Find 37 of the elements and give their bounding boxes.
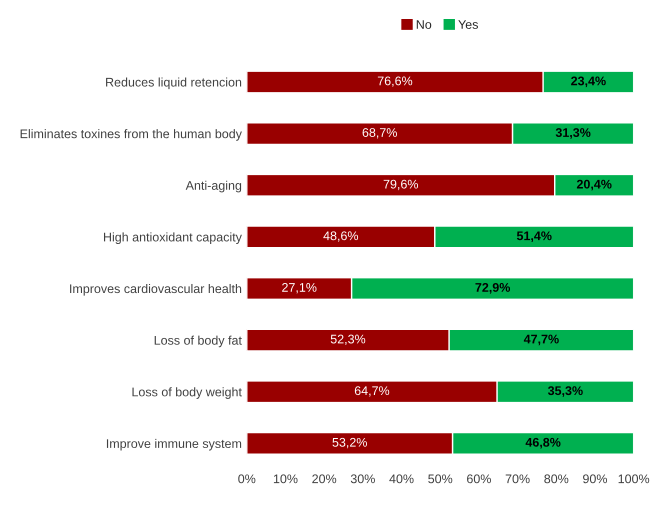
x-tick-label: 70% xyxy=(506,474,530,484)
legend-label: Yes xyxy=(458,20,478,29)
data-label: 72,9% xyxy=(475,283,510,294)
x-tick-label: 30% xyxy=(350,474,375,484)
y-tick-label: Anti-aging xyxy=(186,180,242,192)
data-label: 31,3% xyxy=(556,128,590,139)
x-tick-label: 40% xyxy=(389,474,414,484)
data-label: 20,4% xyxy=(576,180,612,190)
x-tick-label: 100% xyxy=(618,474,650,484)
data-label: 76,6% xyxy=(378,76,412,87)
data-label: 52,3% xyxy=(330,334,366,345)
x-tick-label: 90% xyxy=(583,474,608,484)
legend-label: No xyxy=(416,20,432,29)
y-tick-label: Improves cardiovascular health xyxy=(70,284,242,296)
data-label: 79,6% xyxy=(384,180,418,190)
x-tick-label: 80% xyxy=(544,474,568,484)
data-label: 53,2% xyxy=(332,438,367,448)
x-tick-label: 0% xyxy=(238,474,256,484)
y-tick-label: Eliminates toxines from the human body xyxy=(20,129,242,141)
x-tick-label: 50% xyxy=(428,474,452,484)
data-label: 48,6% xyxy=(323,231,358,242)
y-tick-label: Improve immune system xyxy=(106,438,242,451)
x-tick-label: 60% xyxy=(467,474,491,484)
x-tick-label: 10% xyxy=(274,474,298,484)
x-tick-label: 20% xyxy=(312,474,336,484)
data-label: 68,7% xyxy=(362,128,397,138)
data-label: 64,7% xyxy=(354,386,390,397)
y-tick-label: High antioxidant capacity xyxy=(104,232,242,244)
data-label: 47,7% xyxy=(524,334,559,346)
data-label: 51,4% xyxy=(516,231,552,242)
data-label: 23,4% xyxy=(571,76,606,88)
y-tick-label: Loss of body weight xyxy=(132,387,242,399)
y-tick-label: Reduces liquid retencion xyxy=(106,77,242,90)
y-tick-label: Loss of body fat xyxy=(154,336,242,348)
data-label: 27,1% xyxy=(282,283,316,294)
data-label: 35,3% xyxy=(548,386,583,397)
data-label: 46,8% xyxy=(526,438,561,449)
